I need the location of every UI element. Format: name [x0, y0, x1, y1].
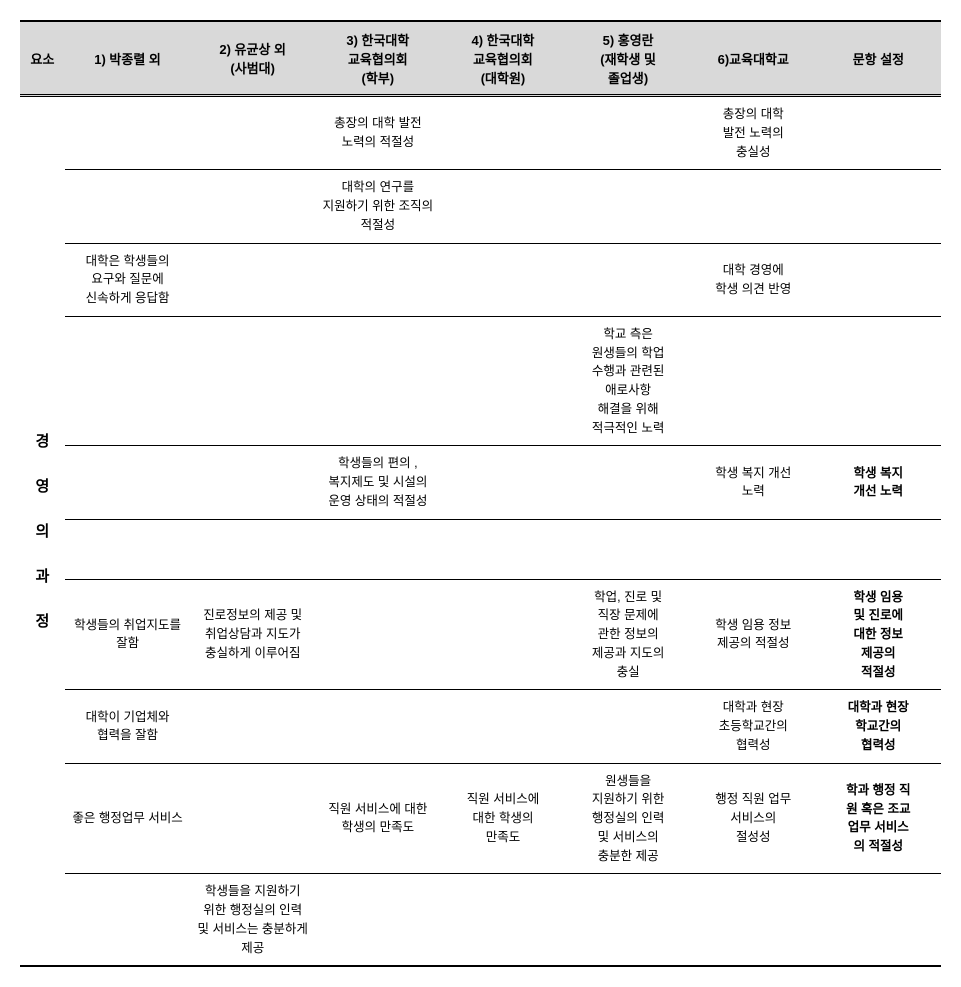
cell [190, 317, 315, 446]
cell [566, 874, 691, 965]
table-row: 대학의 연구를지원하기 위한 조직의적절성 [65, 170, 941, 243]
header-col5: 5) 홍영란(재학생 및졸업생) [566, 26, 691, 91]
cell: 총장의 대학발전 노력의충실성 [691, 97, 816, 169]
cell [440, 446, 565, 518]
cell [816, 520, 941, 579]
vertical-category-label: 경 영 의 과 정 [20, 97, 65, 965]
cell [315, 690, 440, 762]
cell [440, 874, 565, 965]
cell [315, 244, 440, 316]
cell: 학생들을 지원하기위한 행정실의 인력및 서비스는 충분하게제공 [190, 874, 315, 965]
cell [691, 874, 816, 965]
table-rows-container: 총장의 대학 발전노력의 적절성 총장의 대학발전 노력의충실성 대학의 연구를… [65, 97, 941, 965]
cell: 학생 복지개선 노력 [816, 446, 941, 518]
cell [65, 520, 190, 579]
cell [315, 580, 440, 690]
header-col1: 1) 박종렬 외 [65, 45, 190, 72]
table-row: 학생들을 지원하기위한 행정실의 인력및 서비스는 충분하게제공 [65, 874, 941, 965]
cell: 원생들을지원하기 위한행정실의 인력및 서비스의충분한 제공 [566, 764, 691, 874]
cell [691, 520, 816, 579]
cell: 학과 행정 직원 혹은 조교업무 서비스의 적절성 [816, 764, 941, 874]
vertical-char: 경 [36, 434, 50, 449]
cell: 좋은 행정업무 서비스 [65, 764, 190, 874]
cell: 학생 임용 정보제공의 적절성 [691, 580, 816, 690]
cell [566, 170, 691, 242]
table-row [65, 520, 941, 580]
cell [190, 764, 315, 874]
cell: 대학이 기업체와협력을 잘함 [65, 690, 190, 762]
cell: 학생 임용및 진로에대한 정보제공의적절성 [816, 580, 941, 690]
cell [440, 317, 565, 446]
header-col6: 6)교육대학교 [691, 45, 816, 72]
cell [315, 874, 440, 965]
table-body: 경 영 의 과 정 총장의 대학 발전노력의 적절성 총장의 대학발전 노력의충… [20, 97, 941, 965]
cell: 대학의 연구를지원하기 위한 조직의적절성 [315, 170, 440, 242]
cell [440, 244, 565, 316]
cell [816, 170, 941, 242]
cell [691, 170, 816, 242]
cell [190, 520, 315, 579]
cell [691, 317, 816, 446]
cell [315, 317, 440, 446]
cell: 대학 경영에학생 의견 반영 [691, 244, 816, 316]
cell [65, 317, 190, 446]
cell [440, 520, 565, 579]
cell [65, 170, 190, 242]
cell [190, 690, 315, 762]
cell: 대학은 학생들의요구와 질문에신속하게 응답함 [65, 244, 190, 316]
cell: 학교 측은원생들의 학업수행과 관련된애로사항해결을 위해적극적인 노력 [566, 317, 691, 446]
vertical-char: 과 [36, 569, 50, 584]
table-row: 대학은 학생들의요구와 질문에신속하게 응답함 대학 경영에학생 의견 반영 [65, 244, 941, 317]
cell: 대학과 현장학교간의협력성 [816, 690, 941, 762]
cell: 학업, 진로 및직장 문제에관한 정보의제공과 지도의충실 [566, 580, 691, 690]
cell [566, 690, 691, 762]
cell [190, 244, 315, 316]
table-row: 총장의 대학 발전노력의 적절성 총장의 대학발전 노력의충실성 [65, 97, 941, 170]
cell: 직원 서비스에 대한학생의 만족도 [315, 764, 440, 874]
cell: 대학과 현장초등학교간의협력성 [691, 690, 816, 762]
cell [440, 170, 565, 242]
cell [190, 170, 315, 242]
vertical-char: 영 [36, 479, 50, 494]
header-col7: 문항 설정 [816, 45, 941, 72]
cell [566, 446, 691, 518]
cell [566, 97, 691, 169]
cell [190, 97, 315, 169]
cell [440, 97, 565, 169]
cell [816, 874, 941, 965]
cell [65, 874, 190, 965]
table-row: 좋은 행정업무 서비스 직원 서비스에 대한학생의 만족도 직원 서비스에대한 … [65, 764, 941, 875]
cell: 행정 직원 업무서비스의절성성 [691, 764, 816, 874]
table-row: 학교 측은원생들의 학업수행과 관련된애로사항해결을 위해적극적인 노력 [65, 317, 941, 447]
cell: 총장의 대학 발전노력의 적절성 [315, 97, 440, 169]
cell [816, 97, 941, 169]
cell [816, 317, 941, 446]
vertical-char: 의 [36, 524, 50, 539]
cell: 직원 서비스에대한 학생의만족도 [440, 764, 565, 874]
table-row: 학생들의 취업지도를잘함 진로정보의 제공 및취업상담과 지도가충실하게 이루어… [65, 580, 941, 691]
table-row: 대학이 기업체와협력을 잘함 대학과 현장초등학교간의협력성 대학과 현장학교간… [65, 690, 941, 763]
cell [566, 244, 691, 316]
cell: 학생 복지 개선노력 [691, 446, 816, 518]
cell [65, 446, 190, 518]
cell [566, 520, 691, 579]
cell [440, 580, 565, 690]
table-header-row: 요소 1) 박종렬 외 2) 유균상 외(사범대) 3) 한국대학교육협의회(학… [20, 22, 941, 97]
header-col2: 2) 유균상 외(사범대) [190, 35, 315, 81]
cell: 학생들의 취업지도를잘함 [65, 580, 190, 690]
data-table: 요소 1) 박종렬 외 2) 유균상 외(사범대) 3) 한국대학교육협의회(학… [20, 20, 941, 967]
cell: 진로정보의 제공 및취업상담과 지도가충실하게 이루어짐 [190, 580, 315, 690]
table-row: 학생들의 편의 ,복지제도 및 시설의운영 상태의 적절성 학생 복지 개선노력… [65, 446, 941, 519]
cell [440, 690, 565, 762]
cell [315, 520, 440, 579]
vertical-char: 정 [36, 614, 50, 629]
header-element: 요소 [20, 45, 65, 72]
cell [190, 446, 315, 518]
cell [816, 244, 941, 316]
cell: 학생들의 편의 ,복지제도 및 시설의운영 상태의 적절성 [315, 446, 440, 518]
header-col4: 4) 한국대학교육협의회(대학원) [440, 26, 565, 91]
header-col3: 3) 한국대학교육협의회(학부) [315, 26, 440, 91]
cell [65, 97, 190, 169]
